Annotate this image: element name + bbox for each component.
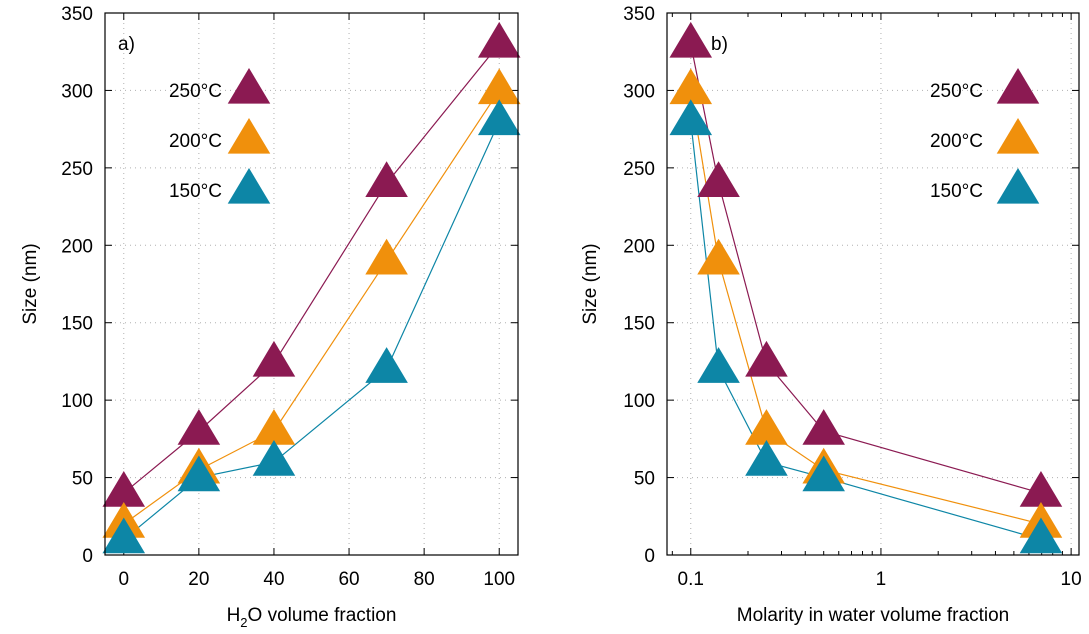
x-axis-title-part: H [227,605,241,626]
y-tick-label: 350 [623,4,655,25]
data-point-marker [745,340,788,377]
y-tick-label: 250 [623,159,655,180]
y-tick-label: 300 [623,81,655,102]
x-tick-label: 40 [263,569,284,590]
x-tick-label: 80 [414,569,435,590]
x-tick-label: 60 [338,569,359,590]
data-point-marker [697,238,740,275]
y-tick-label: 150 [61,314,93,335]
legend-marker [227,117,271,154]
x-tick-label: 10 [1061,569,1082,590]
y-tick-label: 350 [61,4,93,25]
data-point-marker [365,238,408,275]
x-axis-title: H2O volume fraction [227,605,397,630]
x-axis-title-subscript: 2 [240,615,247,630]
y-axis-title: Size (nm) [20,243,41,324]
legend-label: 150°C [930,181,983,202]
data-point-marker [802,455,845,492]
legend-label: 250°C [169,81,222,102]
y-tick-label: 200 [61,236,93,257]
legend-label: 200°C [169,131,222,152]
data-point-marker [365,161,408,198]
y-tick-label: 50 [72,469,93,490]
data-point-marker [697,161,740,198]
legend-marker [996,167,1040,204]
legend-marker [996,67,1040,104]
data-point-marker [669,99,713,136]
panel-label: b) [711,34,728,55]
data-point-marker [745,409,788,445]
x-tick-label: 0.1 [678,569,704,590]
y-tick-label: 0 [82,546,93,567]
x-tick-label: 1 [876,569,887,590]
y-tick-label: 0 [644,546,655,567]
data-point-marker [477,21,521,58]
x-tick-label: 100 [483,569,515,590]
x-tick-label: 20 [188,569,209,590]
data-point-marker [252,409,296,445]
y-tick-label: 100 [61,391,93,412]
data-point-marker [669,21,713,58]
series-line [690,90,1042,525]
data-point-marker [802,409,845,445]
y-tick-label: 100 [623,391,655,412]
legend-marker [996,117,1040,154]
y-tick-label: 200 [623,236,655,257]
x-axis-title-part: O volume fraction [248,605,397,626]
series-line [123,43,500,494]
data-point-marker [1019,517,1063,554]
x-tick-label: 0 [118,569,129,590]
y-tick-label: 300 [61,81,93,102]
data-point-marker [252,440,296,476]
y-axis-title: Size (nm) [580,243,601,324]
data-point-marker [177,455,221,492]
data-point-marker [669,68,713,105]
legend-label: 250°C [930,81,983,102]
chart-panel-a: 0 50 100 150 200 250 300 350 0 20 40 60 80 100 a) 250°C… [20,4,521,630]
y-tick-label: 150 [623,314,655,335]
y-tick-label: 250 [61,159,93,180]
data-point-marker [745,440,788,476]
data-point-marker [102,517,146,554]
data-point-marker [1019,471,1063,507]
legend-marker [227,167,271,204]
series-line [690,43,1042,494]
data-point-marker [177,409,221,445]
data-point-marker [477,68,521,105]
y-tick-label: 50 [634,469,655,490]
plot-frame [666,12,1080,556]
legend-label: 150°C [169,181,222,202]
data-point-marker [365,347,408,383]
data-point-marker [252,340,296,377]
series-line [690,121,1042,541]
legend-marker [227,67,271,104]
panel-label: a) [118,34,135,55]
plot-frame [104,12,519,556]
legend-label: 200°C [930,131,983,152]
x-axis-title: Molarity in water volume fraction [737,605,1009,626]
data-point-marker [102,471,146,507]
data-point-marker [697,347,740,383]
data-point-marker [477,99,521,136]
chart-panel-b: 0 50 100 150 200 250 300 350 0.1 1 10 b) 250°C 200°C 1… [580,4,1082,626]
series-line [123,90,500,525]
